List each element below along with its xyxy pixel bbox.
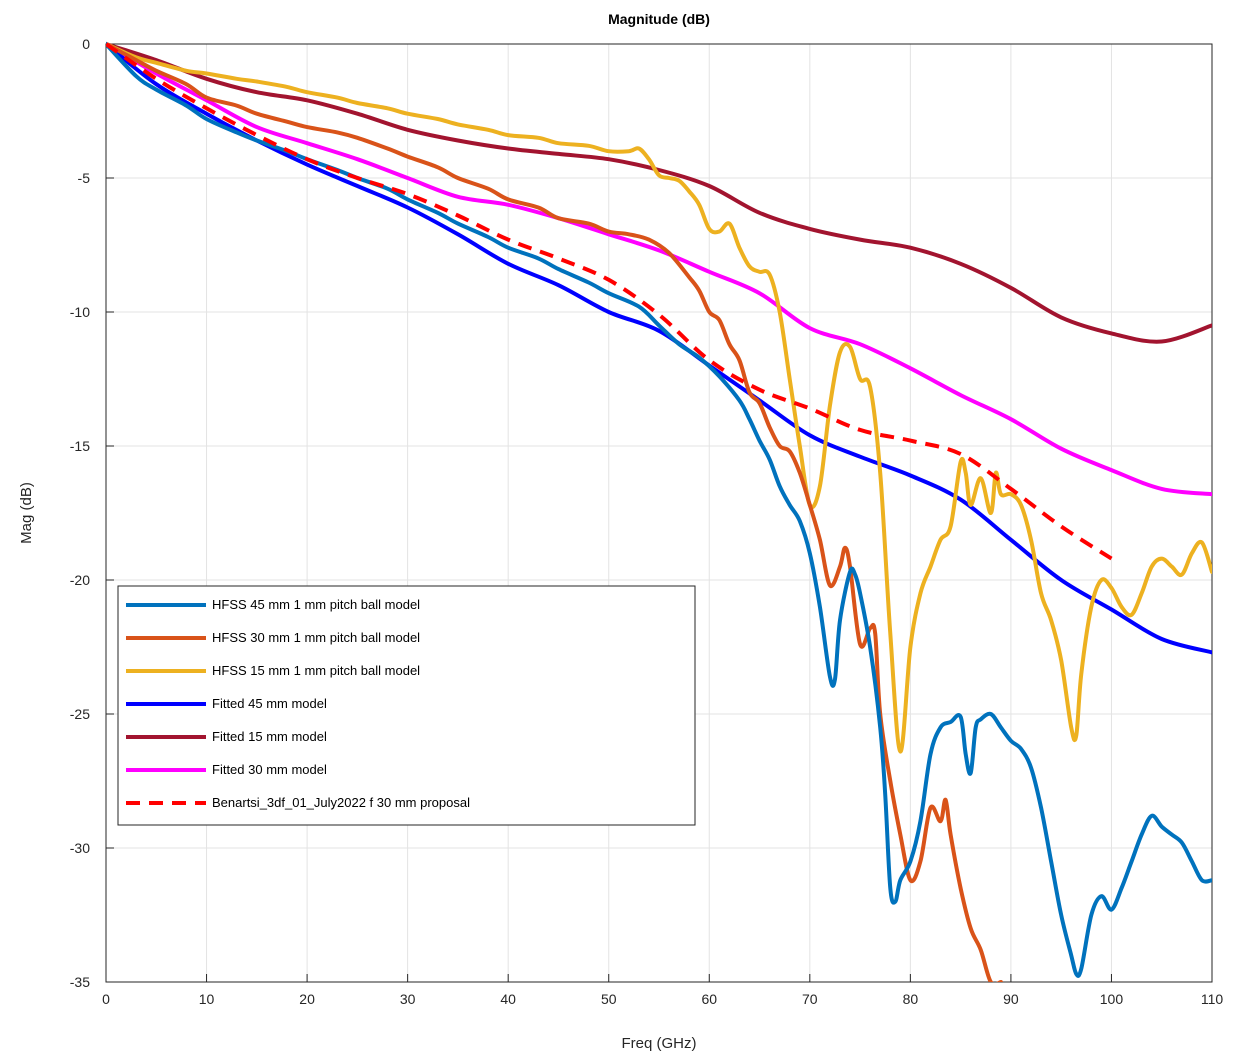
legend-entry: Fitted 45 mm model xyxy=(212,696,327,711)
series-line-benartsi-3df-01-july2022-f-30-mm-proposal xyxy=(106,42,1113,561)
legend-entry: HFSS 15 mm 1 mm pitch ball model xyxy=(212,663,420,678)
y-tick-label: -35 xyxy=(70,974,90,990)
y-tick-label: -5 xyxy=(78,170,91,186)
x-tick-label: 40 xyxy=(500,991,516,1007)
x-tick-label: 100 xyxy=(1100,991,1124,1007)
y-tick-label: -10 xyxy=(70,304,90,320)
x-tick-label: 70 xyxy=(802,991,818,1007)
legend-box xyxy=(117,585,696,826)
x-tick-label: 50 xyxy=(601,991,617,1007)
x-axis-label: Freq (GHz) xyxy=(622,1035,697,1052)
x-tick-label: 30 xyxy=(400,991,416,1007)
series-line-fitted-15-mm-model xyxy=(106,42,1212,344)
y-axis-label: Mag (dB) xyxy=(18,482,35,544)
series-line-hfss-15-mm-1-mm-pitch-ball-model xyxy=(106,42,1212,754)
y-tick-label: -30 xyxy=(70,840,90,856)
plot-frame xyxy=(105,43,1213,983)
y-tick-label: 0 xyxy=(82,36,90,52)
series-line-fitted-45-mm-model xyxy=(106,42,1212,655)
x-tick-label: 110 xyxy=(1201,991,1224,1007)
legend-entry: Benartsi_3df_01_July2022 f 30 mm proposa… xyxy=(212,795,470,810)
x-tick-label: 80 xyxy=(903,991,919,1007)
y-tick-label: -15 xyxy=(70,438,90,454)
series-line-hfss-45-mm-1-mm-pitch-ball-model xyxy=(106,42,1212,978)
y-tick-label: -20 xyxy=(70,572,90,588)
chart-title: Magnitude (dB) xyxy=(608,11,710,27)
x-tick-label: 60 xyxy=(701,991,717,1007)
x-tick-label: 90 xyxy=(1003,991,1019,1007)
legend-entry: Fitted 30 mm model xyxy=(212,762,327,777)
legend: HFSS 45 mm 1 mm pitch ball model HFSS 30 … xyxy=(117,585,696,826)
ticks: 0 10 20 30 40 50 60 70 80 90 100 110 0 -5 -10 -15 -20 -25… xyxy=(70,36,1224,1007)
legend-entry: HFSS 30 mm 1 mm pitch ball model xyxy=(212,630,420,645)
x-tick-label: 20 xyxy=(299,991,315,1007)
x-tick-label: 0 xyxy=(102,991,110,1007)
legend-entry: HFSS 45 mm 1 mm pitch ball model xyxy=(212,597,420,612)
y-tick-label: -25 xyxy=(70,706,90,722)
x-tick-label: 10 xyxy=(199,991,215,1007)
series-line-hfss-30-mm-1-mm-pitch-ball-model xyxy=(106,42,1003,982)
series-line-fitted-30-mm-model xyxy=(106,42,1212,497)
legend-entry: Fitted 15 mm model xyxy=(212,729,327,744)
series-group xyxy=(106,42,1212,982)
